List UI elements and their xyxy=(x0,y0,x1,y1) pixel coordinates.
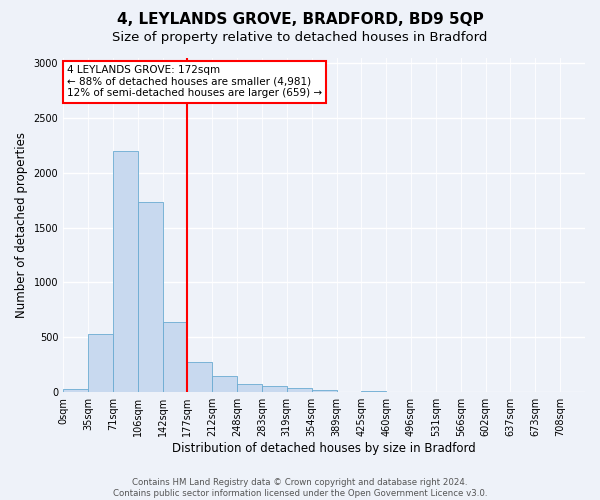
Bar xyxy=(63,389,88,392)
Bar xyxy=(262,386,287,392)
Bar xyxy=(287,388,311,392)
Bar xyxy=(361,390,386,392)
Text: 4 LEYLANDS GROVE: 172sqm
← 88% of detached houses are smaller (4,981)
12% of sem: 4 LEYLANDS GROVE: 172sqm ← 88% of detach… xyxy=(67,65,322,98)
Bar xyxy=(163,322,187,392)
Text: Size of property relative to detached houses in Bradford: Size of property relative to detached ho… xyxy=(112,31,488,44)
Bar xyxy=(138,202,163,392)
Text: 4, LEYLANDS GROVE, BRADFORD, BD9 5QP: 4, LEYLANDS GROVE, BRADFORD, BD9 5QP xyxy=(116,12,484,28)
Bar xyxy=(88,334,113,392)
Bar xyxy=(113,151,138,392)
Y-axis label: Number of detached properties: Number of detached properties xyxy=(15,132,28,318)
Bar xyxy=(311,390,337,392)
Text: Contains HM Land Registry data © Crown copyright and database right 2024.
Contai: Contains HM Land Registry data © Crown c… xyxy=(113,478,487,498)
Bar xyxy=(187,362,212,392)
X-axis label: Distribution of detached houses by size in Bradford: Distribution of detached houses by size … xyxy=(172,442,476,455)
Bar xyxy=(237,384,262,392)
Bar xyxy=(212,376,237,392)
